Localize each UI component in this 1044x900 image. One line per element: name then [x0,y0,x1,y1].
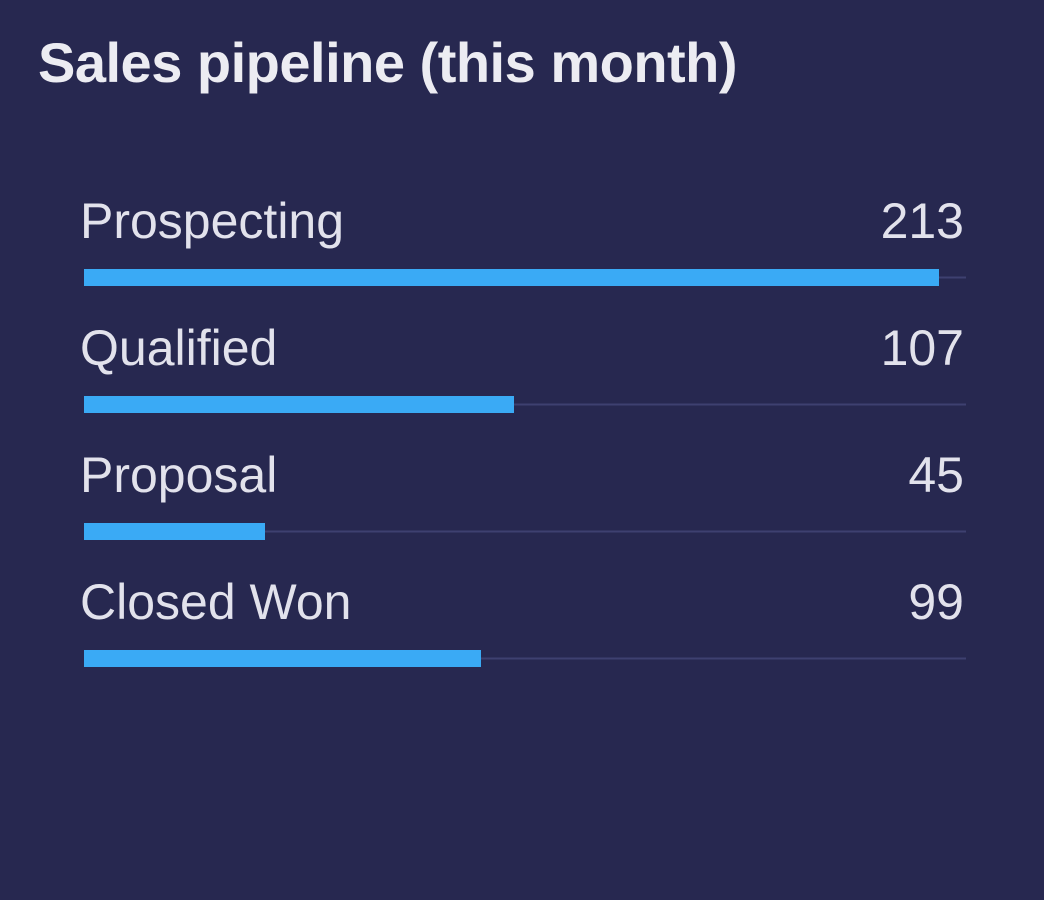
bar [84,269,939,286]
bar-track [84,657,966,660]
category-label: Closed Won [80,574,351,630]
category-label: Proposal [80,447,277,503]
bar [84,396,514,413]
bar [84,523,265,540]
bar-track [84,403,966,406]
chart-title: Sales pipeline (this month) [38,31,738,94]
value-label: 107 [881,320,964,376]
bar-track [84,530,966,533]
bar [84,650,481,667]
value-label: 45 [908,447,964,503]
value-label: 99 [908,574,964,630]
category-label: Qualified [80,320,277,376]
value-label: 213 [881,193,964,249]
category-label: Prospecting [80,193,344,249]
